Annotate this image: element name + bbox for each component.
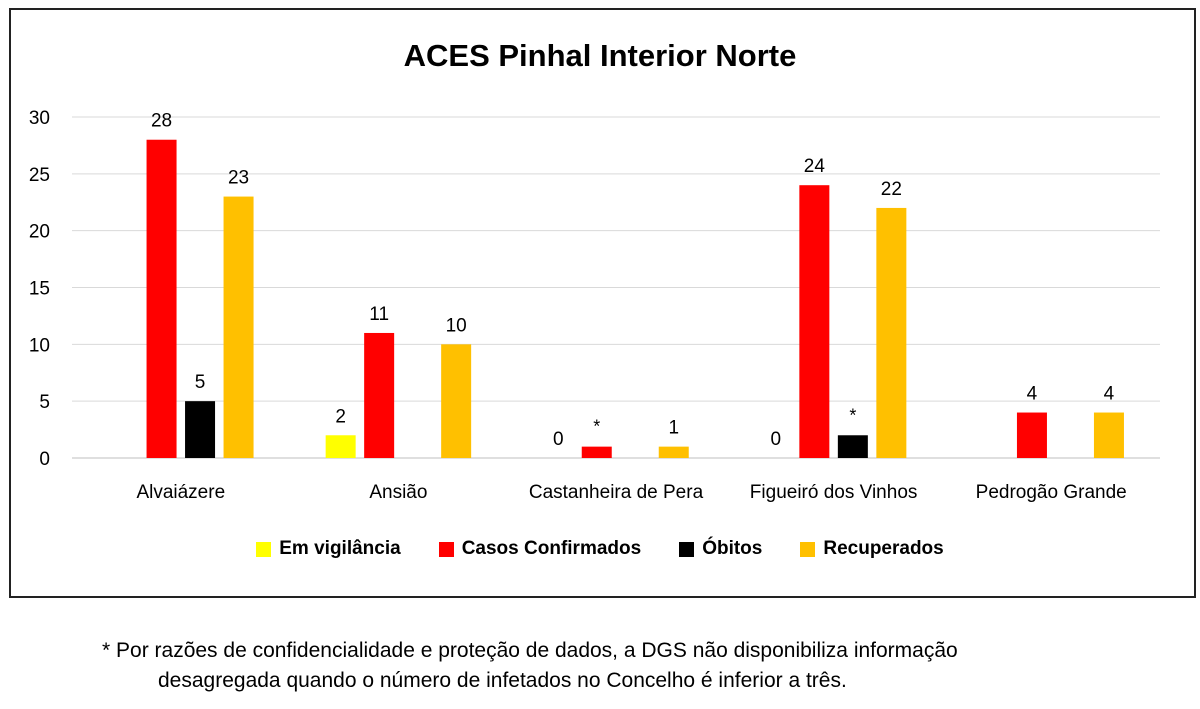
bar xyxy=(1093,412,1124,458)
bar xyxy=(185,401,216,458)
data-label: * xyxy=(849,405,856,425)
bar xyxy=(876,207,907,458)
data-label: 11 xyxy=(369,304,389,325)
data-label: 4 xyxy=(1027,384,1038,405)
x-tick-label: Ansião xyxy=(369,482,427,503)
x-tick-label: Figueiró dos Vinhos xyxy=(750,482,918,503)
y-tick-label: 15 xyxy=(29,279,50,300)
legend-item-casos-confirmados: Casos Confirmados xyxy=(438,538,642,560)
bar xyxy=(799,185,830,458)
y-tick-label: 30 xyxy=(29,108,50,129)
data-label: 0 xyxy=(771,429,782,450)
legend-label: Casos Confirmados xyxy=(461,538,642,559)
y-tick-label: 20 xyxy=(29,222,50,243)
footnote-line-2: desagregada quando o número de infetados… xyxy=(158,669,847,692)
data-label: * xyxy=(593,417,600,437)
data-label: 4 xyxy=(1104,384,1115,405)
bar xyxy=(441,344,472,458)
bar xyxy=(581,446,612,458)
bar xyxy=(146,139,177,458)
bar xyxy=(364,332,395,458)
chart-legend: Em vigilância Casos Confirmados Óbitos R… xyxy=(0,538,1200,560)
legend-swatch xyxy=(438,541,454,557)
y-tick-label: 25 xyxy=(29,165,50,186)
x-tick-label: Castanheira de Pera xyxy=(529,482,704,503)
data-label: 22 xyxy=(881,179,902,200)
legend-label: Óbitos xyxy=(702,538,763,559)
y-tick-label: 5 xyxy=(39,392,50,413)
data-label: 24 xyxy=(804,156,826,177)
data-label: 28 xyxy=(151,111,172,132)
legend-item-obitos: Óbitos xyxy=(679,538,762,560)
bar xyxy=(1016,412,1047,458)
legend-label: Em vigilância xyxy=(279,538,401,559)
chart-frame xyxy=(9,8,1196,598)
y-tick-label: 10 xyxy=(29,335,50,356)
bar xyxy=(223,196,254,459)
bar xyxy=(325,435,356,458)
legend-item-em-vigilancia: Em vigilância xyxy=(256,538,401,560)
data-label: 5 xyxy=(195,372,206,393)
legend-swatch xyxy=(679,541,695,557)
legend-swatch xyxy=(800,541,816,557)
data-label: 0 xyxy=(553,429,564,450)
chart-title: ACES Pinhal Interior Norte xyxy=(403,38,797,73)
x-tick-label: Pedrogão Grande xyxy=(976,482,1127,503)
y-tick-label: 0 xyxy=(39,449,50,470)
bar xyxy=(658,446,689,458)
footnote-line-1: * Por razões de confidencialidade e prot… xyxy=(102,639,958,662)
legend-label: Recuperados xyxy=(823,538,944,559)
data-label: 1 xyxy=(668,418,679,439)
x-tick-label: Alvaiázere xyxy=(136,482,225,503)
legend-swatch xyxy=(256,541,272,557)
data-label: 2 xyxy=(335,406,346,427)
data-label: 23 xyxy=(228,168,249,189)
data-label: 10 xyxy=(446,315,467,336)
bar xyxy=(837,435,868,458)
legend-item-recuperados: Recuperados xyxy=(800,538,944,560)
